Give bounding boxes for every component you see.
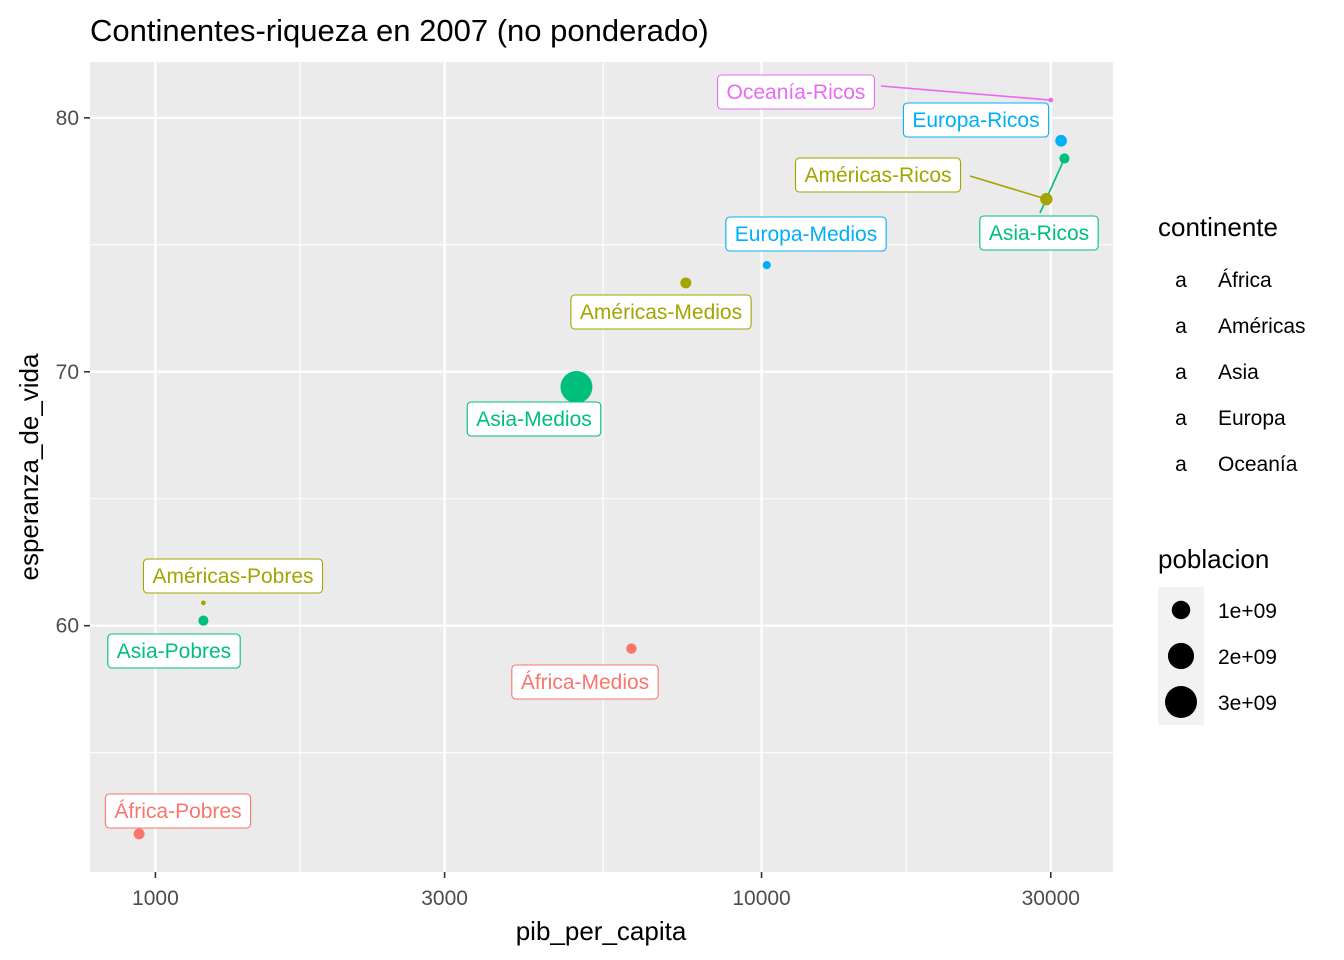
- label-asia-pobres: Asia-Pobres: [107, 633, 241, 669]
- point-oceania-ricos: [1048, 97, 1054, 103]
- x-tick-label: 10000: [732, 887, 790, 910]
- point-asia-medios: [560, 371, 593, 404]
- legend-key-americas: [1158, 302, 1204, 348]
- label-europa-medios: Europa-Medios: [725, 216, 887, 252]
- legend-poblacion-title: poblacion: [1158, 544, 1269, 574]
- label-box: [104, 793, 252, 829]
- legend-label-asia: Asia: [1218, 361, 1259, 384]
- legend-glyph-oceania: a: [1175, 453, 1187, 476]
- legend-continente: continente a África a Américas a Asia a Europa a…: [1158, 212, 1306, 486]
- legend-glyph-europa: a: [1175, 407, 1187, 430]
- legend-glyph-africa: a: [1175, 269, 1187, 292]
- label-box: [511, 664, 659, 700]
- label-text: Europa-Medios: [735, 223, 877, 246]
- legend-glyph-americas: a: [1175, 315, 1187, 338]
- label-oceania-ricos: Oceanía-Ricos: [717, 74, 875, 110]
- label-asia-medios: Asia-Medios: [466, 401, 602, 437]
- legend-label-africa: África: [1218, 269, 1272, 292]
- legend-key-oceania: [1158, 440, 1204, 486]
- legend-continente-title: continente: [1158, 212, 1278, 242]
- label-box: [725, 216, 887, 252]
- point-asia-pobres: [198, 615, 209, 626]
- point-americas-medios: [680, 277, 692, 289]
- y-axis-title: esperanza_de_vida: [14, 353, 44, 580]
- label-box: [466, 401, 602, 437]
- point-asia-ricos: [1059, 153, 1070, 164]
- label-box: [107, 633, 241, 669]
- label-box: [570, 294, 752, 330]
- label-box: [979, 215, 1099, 251]
- legend-glyph-asia: a: [1175, 361, 1187, 384]
- legend-size-circle: [1165, 686, 1197, 718]
- label-americas-ricos: Américas-Ricos: [794, 157, 962, 193]
- label-americas-pobres: Américas-Pobres: [142, 558, 324, 594]
- legend-size-label: 3e+09: [1218, 692, 1277, 715]
- legend-key-asia: [1158, 348, 1204, 394]
- point-labels: África-Pobres África-Medios Américas-Pobre…: [104, 74, 1099, 829]
- legend-poblacion: poblacion 1e+09 2e+09 3e+09: [1158, 544, 1277, 725]
- leader-americas-ricos: [969, 175, 1047, 200]
- legend-label-oceania: Oceanía: [1218, 453, 1298, 476]
- legend-size-circle: [1167, 642, 1195, 670]
- y-axis: 60 70 80: [56, 107, 90, 638]
- label-box: [142, 558, 324, 594]
- point-americas-ricos: [1040, 192, 1053, 206]
- label-africa-pobres: África-Pobres: [104, 793, 252, 829]
- x-tick-label: 30000: [1022, 887, 1080, 910]
- legend-size-label: 2e+09: [1218, 646, 1277, 669]
- x-tick-label: 1000: [132, 887, 179, 910]
- label-text: Europa-Ricos: [912, 109, 1039, 132]
- legend-key-africa: [1158, 256, 1204, 302]
- point-europa-medios: [762, 261, 771, 270]
- x-axis-title: pib_per_capita: [516, 916, 687, 946]
- label-asia-ricos: Asia-Ricos: [979, 215, 1099, 251]
- label-box: [794, 157, 962, 193]
- grid-major: [90, 62, 1113, 872]
- label-text: Oceanía-Ricos: [727, 81, 866, 104]
- label-text: Asia-Ricos: [989, 222, 1089, 245]
- y-tick-label: 80: [56, 107, 79, 130]
- x-axis: 1000 3000 10000 30000: [132, 872, 1080, 910]
- point-africa-medios: [626, 643, 637, 654]
- leader-oceania-ricos: [880, 85, 1051, 101]
- legend-label-americas: Américas: [1218, 315, 1306, 338]
- label-text: África-Pobres: [114, 800, 241, 823]
- label-text: Asia-Medios: [476, 408, 592, 431]
- legend-size-circle: [1171, 600, 1191, 620]
- label-europa-ricos: Europa-Ricos: [902, 102, 1050, 138]
- legend-size-label: 1e+09: [1218, 600, 1277, 623]
- label-text: Américas-Ricos: [804, 164, 951, 187]
- label-box: [902, 102, 1050, 138]
- label-africa-medios: África-Medios: [511, 664, 659, 700]
- label-americas-medios: Américas-Medios: [570, 294, 752, 330]
- label-box: [717, 74, 875, 110]
- x-tick-label: 3000: [421, 887, 468, 910]
- chart-title: Continentes-riqueza en 2007 (no ponderad…: [90, 13, 709, 48]
- label-text: Américas-Pobres: [152, 565, 313, 588]
- label-text: África-Medios: [521, 671, 649, 694]
- legend-key-europa: [1158, 394, 1204, 440]
- data-points: [133, 97, 1070, 840]
- grid-minor: [90, 62, 1113, 872]
- point-americas-pobres: [201, 600, 206, 606]
- point-europa-ricos: [1055, 134, 1067, 147]
- point-africa-pobres: [133, 828, 145, 840]
- label-text: Américas-Medios: [580, 301, 742, 324]
- y-tick-label: 60: [56, 615, 79, 638]
- legend-label-europa: Europa: [1218, 407, 1286, 430]
- label-text: Asia-Pobres: [117, 640, 231, 663]
- plot-panel: [90, 62, 1113, 872]
- y-tick-label: 70: [56, 361, 79, 384]
